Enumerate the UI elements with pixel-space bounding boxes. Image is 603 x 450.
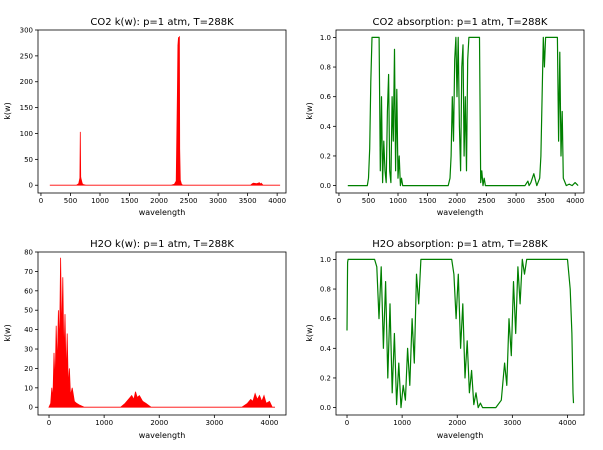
y-tick-label: 1.0 xyxy=(320,256,331,264)
y-tick-label: 0.4 xyxy=(320,123,332,131)
panel-co2-absorption: CO2 absorption: p=1 atm, T=288K 0 500 1000… xyxy=(305,17,585,217)
plot-frame xyxy=(335,29,585,194)
x-tick-label: 1500 xyxy=(419,197,437,205)
x-tick-label: 3000 xyxy=(205,419,223,427)
x-tick-label: 500 xyxy=(362,197,375,205)
y-tick-label: 100 xyxy=(20,130,33,138)
panel-title: CO2 k(w): p=1 atm, T=288K xyxy=(90,17,234,28)
y-tick-label: 0 xyxy=(29,404,33,412)
tick-group: 0 500 1000 1500 2000 2500 3000 3500 4000 0 50 100 15… xyxy=(20,27,286,206)
panel-title: H2O k(w): p=1 atm, T=288K xyxy=(90,239,234,250)
x-tick-label: 4000 xyxy=(261,419,279,427)
y-tick-label: 0.2 xyxy=(320,374,331,382)
x-tick-label: 1000 xyxy=(95,419,113,427)
x-tick-label: 3000 xyxy=(503,419,521,427)
x-tick-label: 4000 xyxy=(268,197,286,205)
x-tick-label: 3500 xyxy=(537,197,555,205)
series-h2o-absorption xyxy=(346,258,575,409)
panel-h2o-absorption: H2O absorption: p=1 atm, T=288K 0 1000 200… xyxy=(305,239,585,440)
x-tick-label: 0 xyxy=(47,419,51,427)
x-tick-label: 2500 xyxy=(180,197,198,205)
x-tick-label: 0 xyxy=(39,197,43,205)
y-tick-label: 0.6 xyxy=(320,315,332,323)
x-tick-label: 1000 xyxy=(91,197,109,205)
x-axis-label: wavelength xyxy=(139,208,186,217)
x-tick-label: 0 xyxy=(345,419,349,427)
x-tick-label: 500 xyxy=(64,197,77,205)
y-tick-label: 40 xyxy=(24,326,33,334)
x-tick-label: 2000 xyxy=(150,419,168,427)
x-tick-label: 0 xyxy=(337,197,341,205)
tick-group: 0 1000 2000 3000 4000 0 10 20 30 40 50 60 70 80 xyxy=(24,249,278,428)
y-tick-label: 0.4 xyxy=(320,345,332,353)
plot-frame xyxy=(37,29,287,194)
y-tick-label: 200 xyxy=(20,78,33,86)
x-tick-label: 2000 xyxy=(448,197,466,205)
x-axis-label: wavelength xyxy=(437,431,484,440)
x-axis-label: wavelength xyxy=(139,431,186,440)
panel-title: H2O absorption: p=1 atm, T=288K xyxy=(372,239,548,250)
y-tick-label: 0.2 xyxy=(320,152,331,160)
x-tick-label: 2500 xyxy=(478,197,496,205)
x-tick-label: 1000 xyxy=(393,419,411,427)
y-tick-label: 70 xyxy=(24,268,33,276)
y-tick-label: 0.8 xyxy=(320,286,331,294)
plot-frame xyxy=(37,251,287,416)
y-tick-label: 0.8 xyxy=(320,64,331,72)
plot-frame xyxy=(335,251,585,416)
y-tick-label: 0.0 xyxy=(320,182,331,190)
y-tick-label: 60 xyxy=(24,287,33,295)
x-tick-label: 2000 xyxy=(448,419,466,427)
x-tick-label: 3000 xyxy=(507,197,525,205)
y-tick-label: 10 xyxy=(24,384,33,392)
panel-title: CO2 absorption: p=1 atm, T=288K xyxy=(373,17,548,28)
y-tick-label: 30 xyxy=(24,346,33,354)
y-axis-label: k(w) xyxy=(3,324,12,341)
x-tick-label: 3500 xyxy=(239,197,257,205)
y-axis-label: k(w) xyxy=(305,102,314,119)
tick-group: 0 500 1000 1500 2000 2500 3000 3500 4000 0.0 0.2 0.… xyxy=(320,34,584,205)
y-axis-label: k(w) xyxy=(3,102,12,119)
series-co2-kw xyxy=(49,36,281,186)
x-axis-label: wavelength xyxy=(437,208,484,217)
y-tick-label: 0.6 xyxy=(320,93,332,101)
y-tick-label: 150 xyxy=(20,104,33,112)
y-tick-label: 1.0 xyxy=(320,34,331,42)
y-tick-label: 250 xyxy=(20,52,33,60)
series-co2-absorption xyxy=(347,36,579,187)
y-tick-label: 0 xyxy=(29,182,33,190)
series-h2o-kw xyxy=(48,257,275,408)
y-tick-label: 300 xyxy=(20,27,33,35)
y-tick-label: 80 xyxy=(24,249,33,257)
x-tick-label: 3000 xyxy=(209,197,227,205)
y-tick-label: 50 xyxy=(24,307,33,315)
tick-group: 0 1000 2000 3000 4000 0.0 0.2 0.4 0.6 0.8 1.0 xyxy=(320,256,577,427)
y-tick-label: 20 xyxy=(24,365,33,373)
y-axis-label: k(w) xyxy=(305,324,314,341)
y-tick-label: 50 xyxy=(24,156,33,164)
y-tick-label: 0.0 xyxy=(320,404,331,412)
x-tick-label: 1000 xyxy=(389,197,407,205)
x-tick-label: 2000 xyxy=(150,197,168,205)
x-tick-label: 4000 xyxy=(566,197,584,205)
x-tick-label: 1500 xyxy=(121,197,139,205)
x-tick-label: 4000 xyxy=(559,419,577,427)
panel-co2-kw: CO2 k(w): p=1 atm, T=288K 0 500 1000 1500 20… xyxy=(3,17,287,217)
panel-h2o-kw: H2O k(w): p=1 atm, T=288K 0 1000 2000 3000 4… xyxy=(3,239,287,440)
